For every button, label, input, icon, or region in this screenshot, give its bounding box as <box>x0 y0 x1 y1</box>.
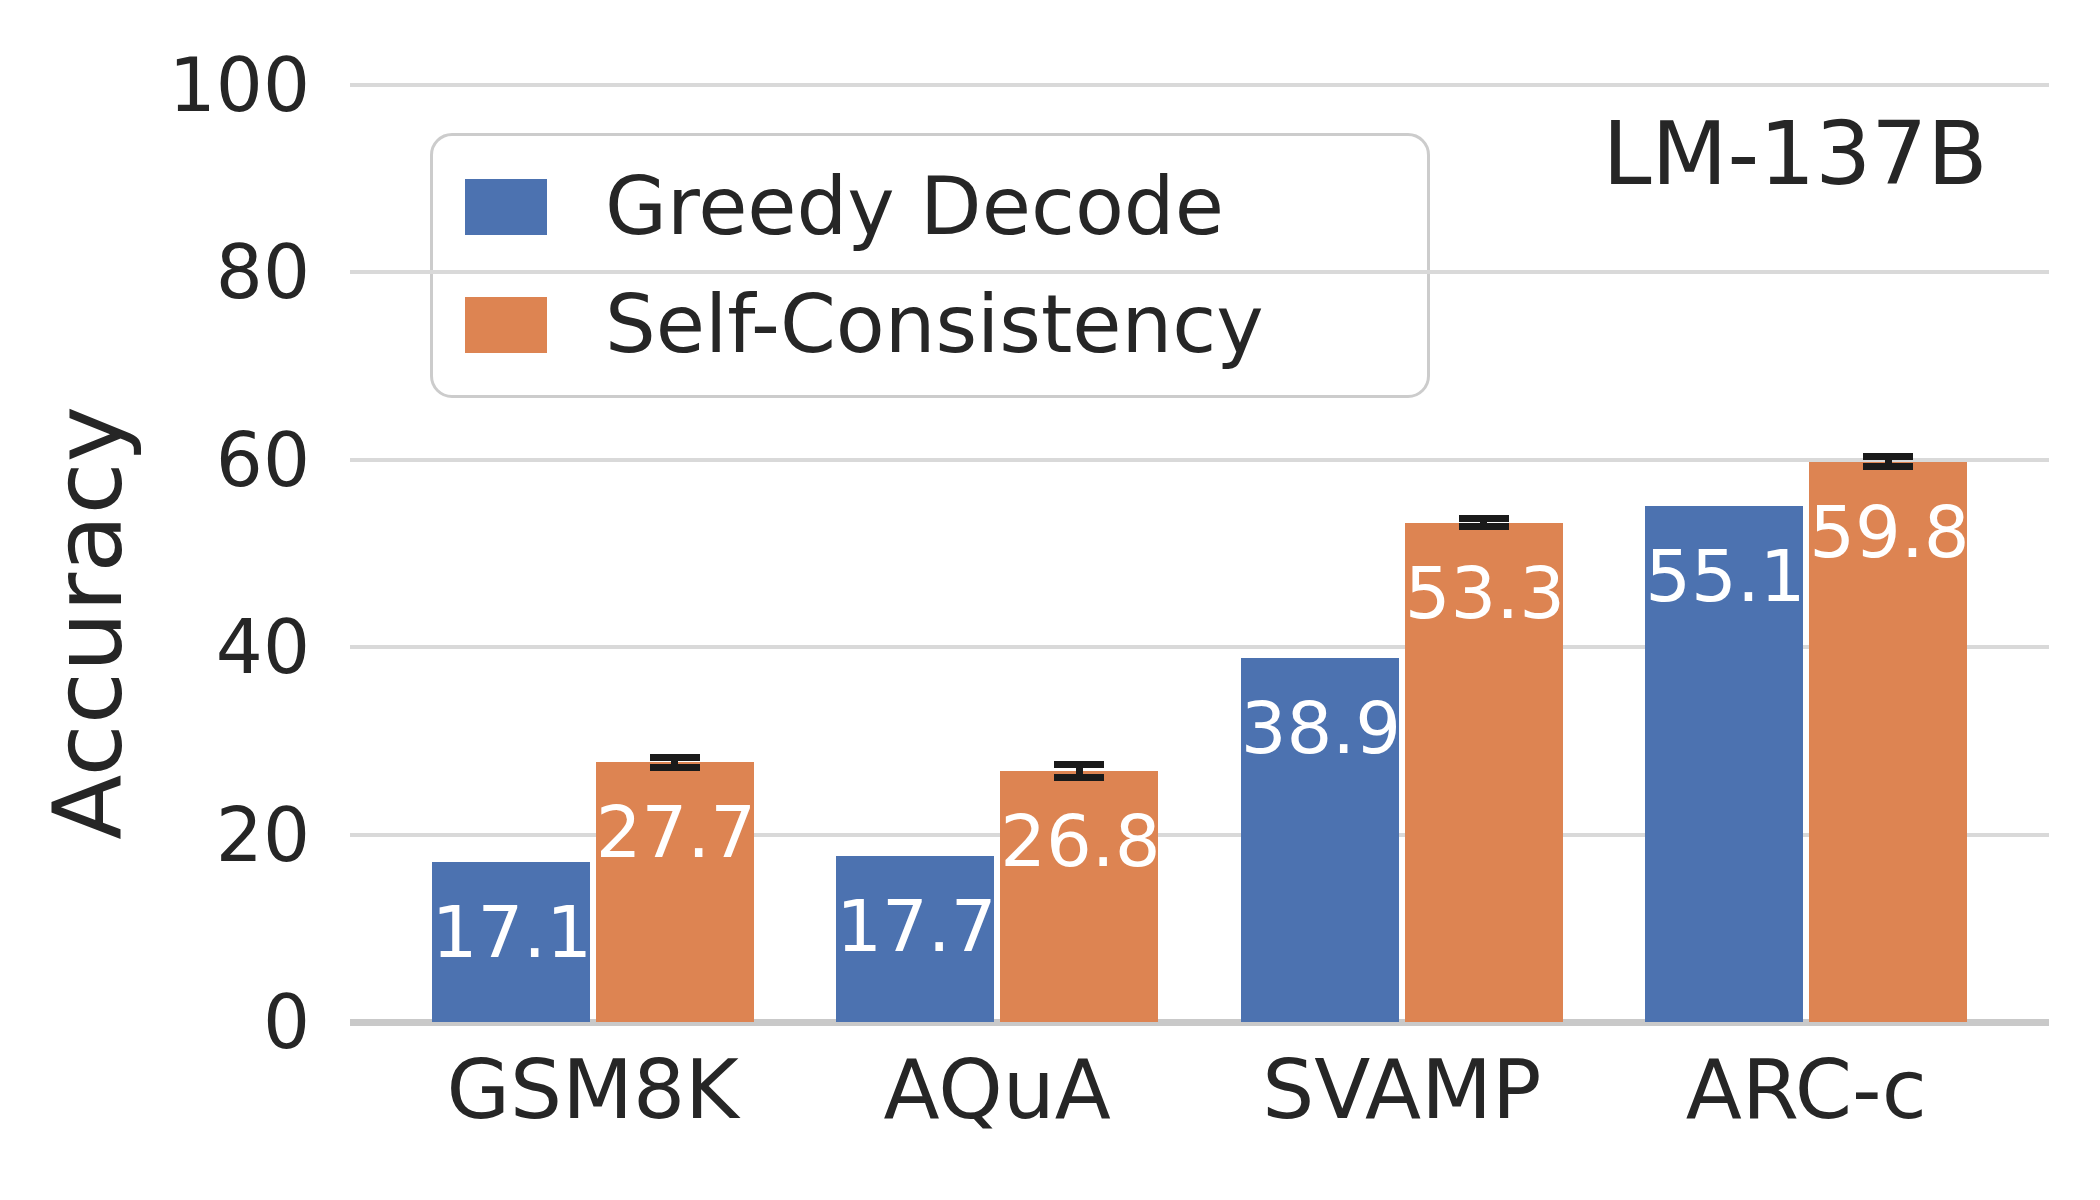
y-tick-label-40: 40 <box>10 610 310 684</box>
error-bar-cap-top <box>650 754 700 761</box>
error-bar-cap-bottom <box>650 764 700 771</box>
bar-value-label: 17.7 <box>836 888 994 964</box>
y-tick-label-80: 80 <box>10 235 310 309</box>
legend-swatch-self-consistency <box>465 297 547 353</box>
gridline-y100 <box>350 83 2049 87</box>
bar-GSM8K-greedy-decode: 17.1 <box>432 862 590 1022</box>
bar-ARC-c-greedy-decode: 55.1 <box>1645 506 1803 1022</box>
legend-item-self-consistency: Self-Consistency <box>465 283 1427 367</box>
legend: Greedy Decode Self-Consistency <box>430 133 1430 398</box>
chart-title: LM-137B <box>1560 102 2030 205</box>
error-bar-cap-top <box>1459 515 1509 522</box>
y-tick-label-20: 20 <box>10 798 310 872</box>
bar-chart-figure: Accuracy Greedy Decode Self-Consistency … <box>0 0 2100 1200</box>
bar-value-label: 55.1 <box>1645 538 1803 614</box>
bar-ARC-c-self-consistency: 59.8 <box>1809 462 1967 1022</box>
error-bar-cap-top <box>1054 761 1104 768</box>
bar-AQuA-self-consistency: 26.8 <box>1000 771 1158 1022</box>
bar-value-label: 53.3 <box>1405 555 1563 631</box>
gridline-y80 <box>350 270 2049 274</box>
bar-SVAMP-greedy-decode: 38.9 <box>1241 658 1399 1022</box>
error-bar-cap-bottom <box>1459 523 1509 530</box>
x-tick-label-ARC-c: ARC-c <box>1556 1044 2056 1136</box>
y-tick-label-100: 100 <box>10 48 310 122</box>
bar-GSM8K-self-consistency: 27.7 <box>596 762 754 1022</box>
error-bar-cap-bottom <box>1054 774 1104 781</box>
error-bar-cap-bottom <box>1863 463 1913 470</box>
y-tick-label-60: 60 <box>10 423 310 497</box>
error-bar-cap-top <box>1863 453 1913 460</box>
bar-value-label: 38.9 <box>1241 690 1399 766</box>
bar-value-label: 27.7 <box>596 794 754 870</box>
bar-value-label: 26.8 <box>1000 803 1158 879</box>
y-tick-label-0: 0 <box>10 985 310 1059</box>
gridline-y60 <box>350 458 2049 462</box>
bar-SVAMP-self-consistency: 53.3 <box>1405 523 1563 1022</box>
legend-label-greedy-decode: Greedy Decode <box>605 165 1224 249</box>
bar-value-label: 17.1 <box>432 894 590 970</box>
bar-AQuA-greedy-decode: 17.7 <box>836 856 994 1022</box>
legend-swatch-greedy-decode <box>465 179 547 235</box>
legend-label-self-consistency: Self-Consistency <box>605 283 1264 367</box>
legend-item-greedy-decode: Greedy Decode <box>465 165 1427 249</box>
bar-value-label: 59.8 <box>1809 494 1967 570</box>
